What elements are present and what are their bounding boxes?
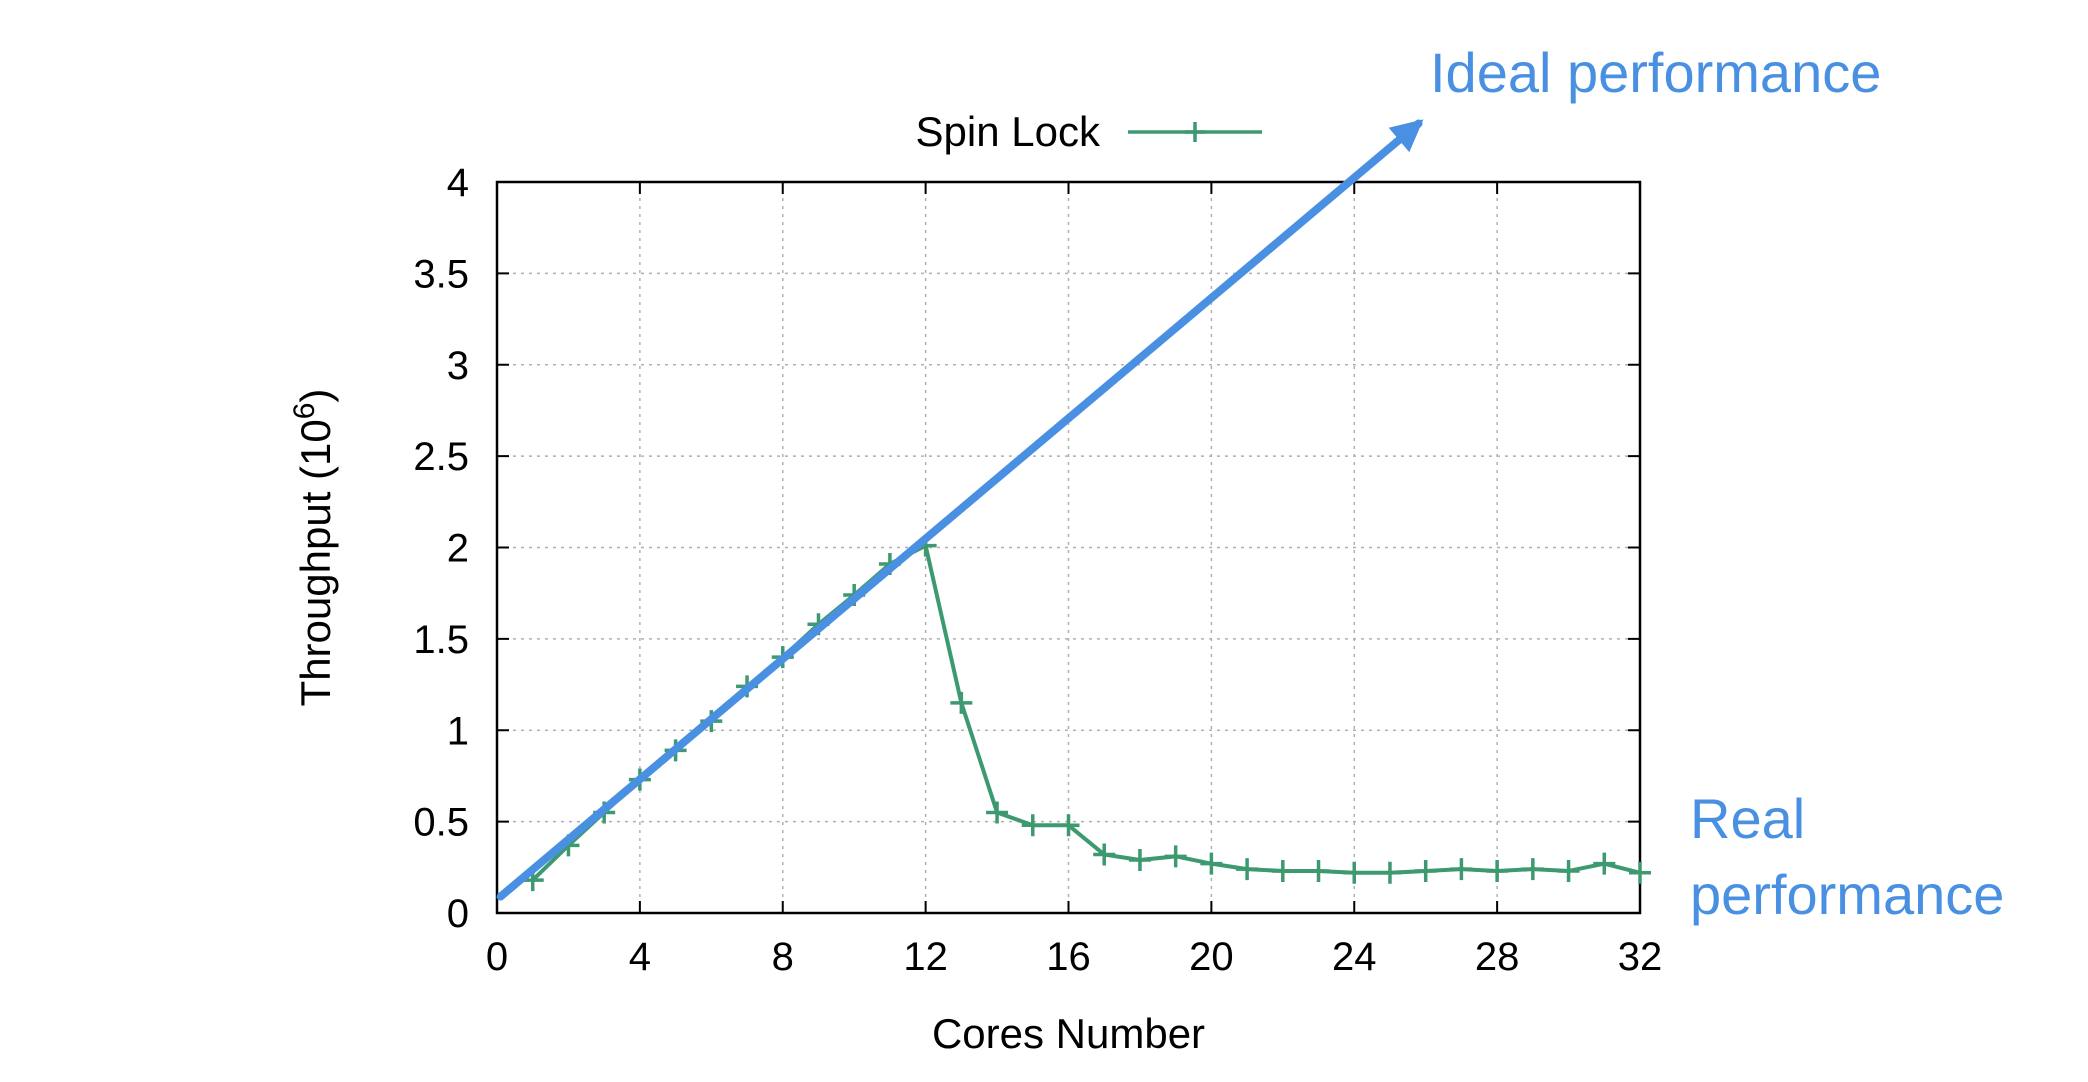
data-point-marker <box>1450 858 1473 881</box>
data-point-marker <box>1629 861 1651 884</box>
data-point-marker <box>1486 859 1509 882</box>
x-tick-label: 4 <box>629 935 651 979</box>
data-point-marker <box>1557 859 1580 882</box>
data-point-marker <box>950 691 973 714</box>
data-point-marker <box>1521 858 1544 881</box>
y-tick-label: 1.5 <box>413 618 469 662</box>
x-axis-title: Cores Number <box>932 1010 1205 1057</box>
y-tick-label: 3.5 <box>413 252 469 296</box>
real-performance-label: Real performance <box>1690 787 2004 926</box>
plot-frame <box>495 180 1642 915</box>
y-tick-label: 0.5 <box>413 801 469 845</box>
axis-ticks <box>496 181 1641 914</box>
x-tick-label: 16 <box>1046 935 1091 979</box>
y-tick-label: 0 <box>447 892 469 936</box>
real-performance-label-line-1: Real <box>1690 787 1805 850</box>
data-point-marker <box>986 801 1009 824</box>
data-point-marker <box>1271 859 1294 882</box>
data-point-marker <box>1093 843 1116 866</box>
y-tick-labels: 0 0.5 1 1.5 2 2.5 3 3.5 4 <box>413 161 469 936</box>
x-tick-label: 8 <box>772 935 794 979</box>
data-point-marker <box>1021 814 1044 837</box>
x-tick-label: 20 <box>1189 935 1234 979</box>
y-tick-label: 1 <box>447 709 469 753</box>
data-point-marker <box>1164 845 1187 868</box>
y-axis-title-main: Throughput (10 <box>292 419 339 706</box>
data-point-marker <box>1378 861 1401 884</box>
ideal-performance-arrow <box>496 119 1424 901</box>
x-tick-label: 24 <box>1332 935 1377 979</box>
y-axis-title-exponent: 6 <box>288 403 321 420</box>
y-tick-label: 4 <box>447 161 469 205</box>
legend-label-spin-lock: Spin Lock <box>916 108 1101 155</box>
data-point-marker <box>1128 849 1151 872</box>
grid-lines <box>497 182 1640 913</box>
x-tick-label: 28 <box>1475 935 1520 979</box>
y-tick-label: 2 <box>447 527 469 571</box>
x-tick-label: 0 <box>486 935 508 979</box>
y-axis-title: Throughput (106) <box>288 389 339 707</box>
data-point-marker <box>1200 852 1223 875</box>
data-point-marker <box>1057 814 1080 837</box>
data-point-marker <box>1414 859 1437 882</box>
y-tick-label: 3 <box>447 344 469 388</box>
legend: Spin Lock <box>916 108 1262 155</box>
data-point-marker <box>1307 859 1330 882</box>
x-tick-label: 32 <box>1618 935 1663 979</box>
real-performance-label-line-2: performance <box>1690 863 2004 926</box>
data-point-marker <box>1593 852 1616 875</box>
series-line-spin-lock <box>531 543 1641 882</box>
y-tick-label: 2.5 <box>413 435 469 479</box>
x-tick-label: 12 <box>903 935 948 979</box>
data-point-marker <box>1343 861 1366 884</box>
legend-marker-spin-lock <box>1185 122 1205 142</box>
x-tick-labels: 0 4 8 12 16 20 24 28 32 <box>486 935 1662 979</box>
ideal-performance-label: Ideal performance <box>1430 41 1881 104</box>
y-axis-title-close: ) <box>292 389 339 403</box>
series-layer <box>521 534 1651 892</box>
data-point-marker <box>1236 858 1259 881</box>
